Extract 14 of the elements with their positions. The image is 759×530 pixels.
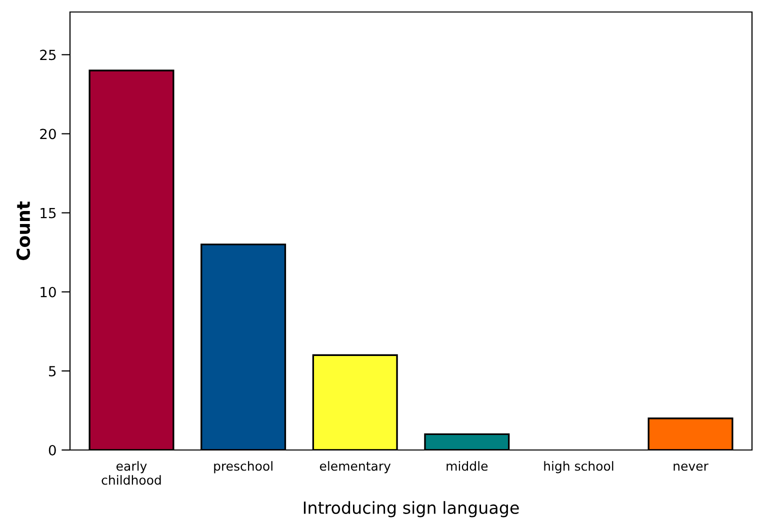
y-tick-label: 25 <box>40 50 56 60</box>
x-tick-label: middle <box>446 461 488 471</box>
y-tick-label: 0 <box>48 444 56 456</box>
y-tick-label: 5 <box>49 366 56 376</box>
y-tick-label: 15 <box>40 208 56 218</box>
x-tick-label: elementary <box>320 461 391 474</box>
x-tick-label: preschool <box>214 461 272 474</box>
x-tick-label: high school <box>544 461 614 474</box>
x-tick-label: early childhood <box>102 461 161 485</box>
x-tick-label: never <box>674 464 708 471</box>
y-axis-title: Count <box>16 201 30 260</box>
y-tick-label: 10 <box>40 286 56 298</box>
x-axis-title: Introducing sign language <box>304 501 519 518</box>
y-tick-label: 20 <box>40 128 56 140</box>
